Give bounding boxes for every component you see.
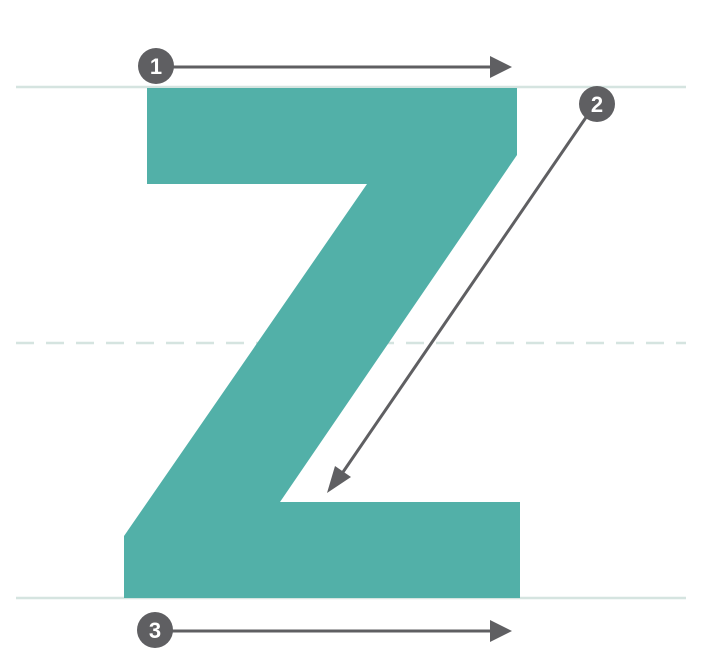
stroke-2-arrow: 2 xyxy=(327,86,615,493)
step-3-badge xyxy=(137,612,173,648)
step-3-number: 3 xyxy=(149,618,161,643)
step-2-number: 2 xyxy=(591,92,603,117)
step-1-number: 1 xyxy=(150,54,162,79)
step-2-badge xyxy=(579,86,615,122)
stroke-1-arrow: 1 xyxy=(138,48,512,84)
stroke-3-arrow: 3 xyxy=(137,612,512,648)
letter-z-shape xyxy=(124,88,520,598)
step-1-badge xyxy=(138,48,174,84)
